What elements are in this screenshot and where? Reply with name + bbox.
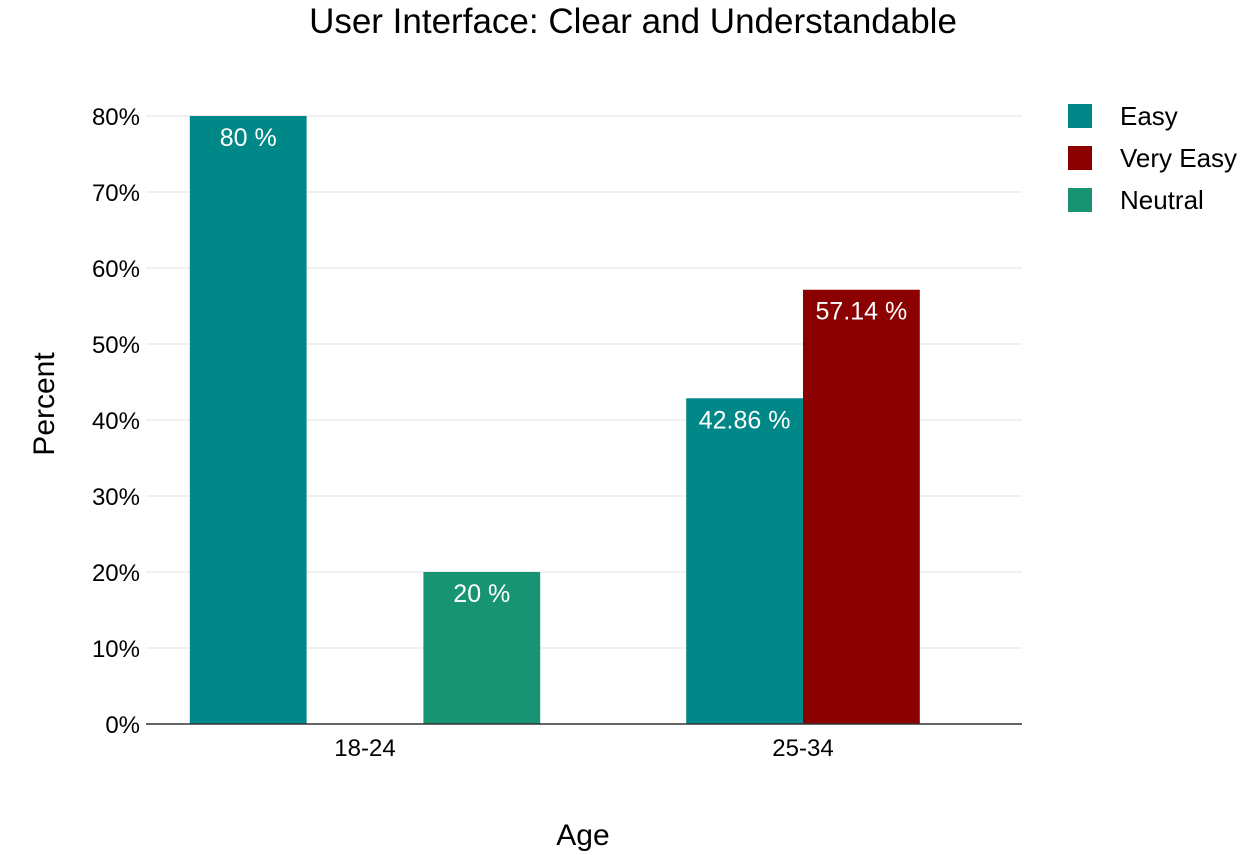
bar-data-label: 20 % — [453, 580, 510, 608]
legend-label: Neutral — [1120, 185, 1204, 215]
x-tick-label: 18-24 — [334, 735, 395, 762]
y-tick-label: 10% — [92, 636, 140, 663]
y-tick-label: 0% — [105, 712, 140, 739]
legend-label: Very Easy — [1120, 143, 1237, 173]
y-axis-title: Percent — [28, 352, 61, 456]
legend-swatch — [1068, 104, 1092, 128]
legend-swatch — [1068, 146, 1092, 170]
bar — [686, 398, 803, 724]
x-tick-label: 25-34 — [772, 735, 833, 762]
bar — [423, 572, 541, 724]
bar-data-label: 57.14 % — [816, 298, 908, 326]
y-tick-label: 40% — [92, 408, 140, 435]
legend: Easy Very Easy Neutral — [1068, 101, 1237, 215]
legend-swatch — [1068, 188, 1092, 212]
legend-label: Easy — [1120, 101, 1178, 131]
y-tick-label: 50% — [92, 332, 140, 359]
y-tick-label: 70% — [92, 180, 140, 207]
y-tick-label: 60% — [92, 256, 140, 283]
y-tick-label: 20% — [92, 560, 140, 587]
bar — [189, 116, 307, 724]
y-tick-label: 80% — [92, 104, 140, 131]
x-axis-title: Age — [556, 819, 609, 852]
bar-labels: 80 % 20 % 42.86 % 57.14 % — [220, 124, 908, 608]
bars — [189, 116, 920, 724]
y-axis-ticks: 0% 10% 20% 30% 40% 50% 60% 70% 80% — [92, 104, 140, 739]
chart-title: User Interface: Clear and Understandable — [309, 2, 957, 41]
x-axis-ticks: 18-24 25-34 — [334, 735, 833, 762]
y-tick-label: 30% — [92, 484, 140, 511]
bar — [803, 289, 920, 724]
bar-data-label: 80 % — [220, 124, 277, 152]
bar-data-label: 42.86 % — [699, 406, 791, 434]
